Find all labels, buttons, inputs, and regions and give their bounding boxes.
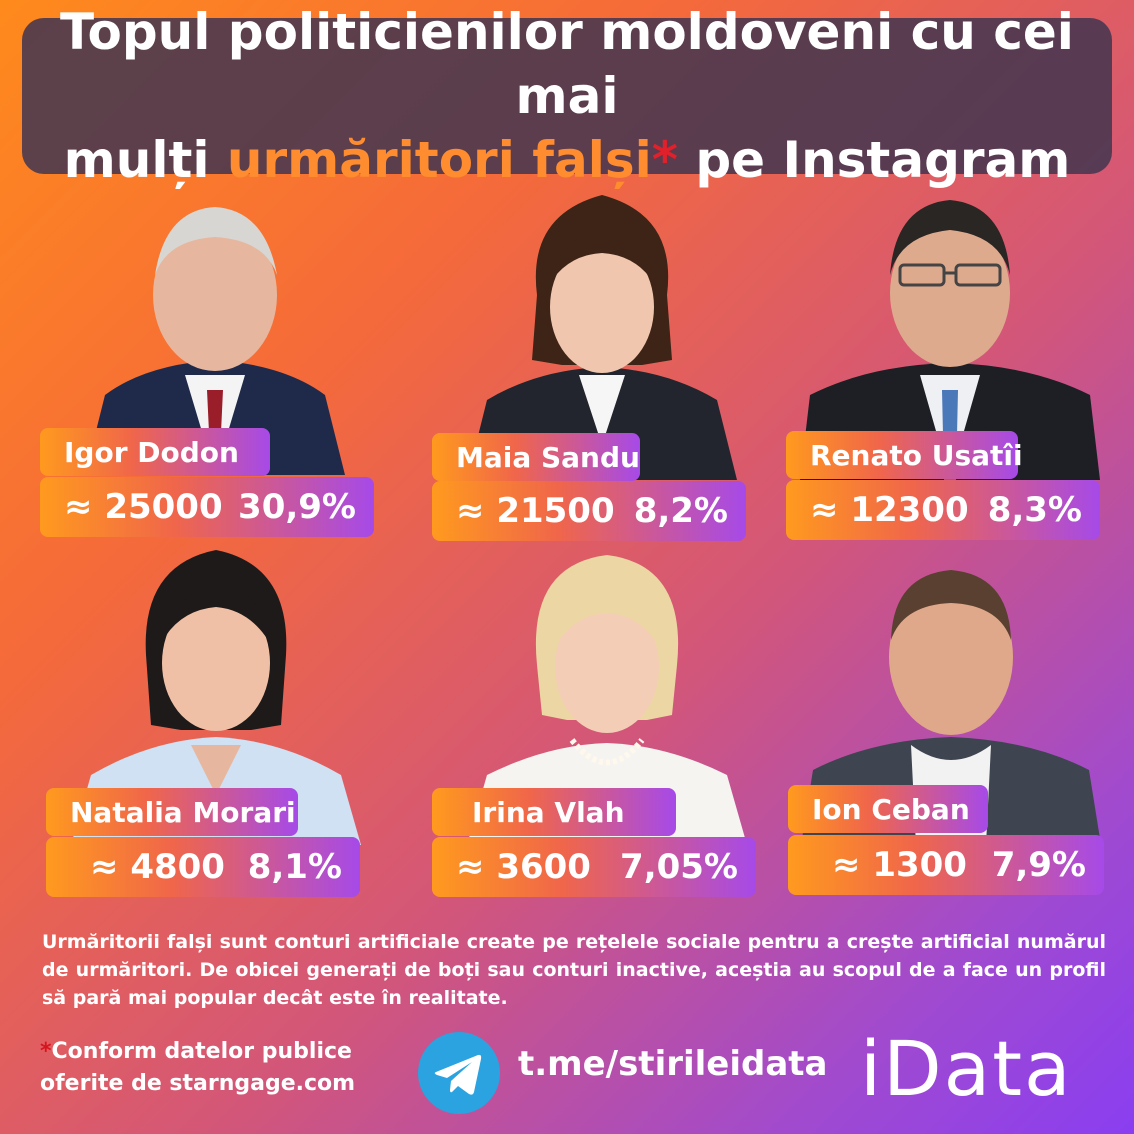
politician-card-ion-ceban: Ion Ceban ≈ 1300 7,9% [788,545,1108,900]
politician-name: Natalia Morari [70,795,296,829]
politician-card-natalia-morari: Natalia Morari ≈ 4800 8,1% [46,545,366,900]
stats-label: ≈ 12300 8,3% [786,480,1100,540]
title-highlight: urmăritori falși [226,131,652,189]
politician-name: Maia Sandu [456,440,640,474]
fake-percent: 7,05% [620,847,738,887]
stats-label: ≈ 1300 7,9% [788,835,1104,895]
followers-count: ≈ 12300 [810,490,969,530]
fake-percent: 7,9% [991,845,1086,885]
name-label: Maia Sandu [432,433,640,481]
followers-count: ≈ 4800 [90,847,225,887]
source-note: *Conform datelor publice oferite de star… [40,1036,400,1100]
politician-card-renato-usatii: Renato Usatîi ≈ 12300 8,3% [786,185,1106,545]
name-label: Irina Vlah [432,788,676,836]
politician-name: Renato Usatîi [810,438,1023,472]
politician-name: Irina Vlah [472,795,625,829]
idata-logo: iData [860,1024,1073,1113]
stats-label: ≈ 21500 8,2% [432,481,746,541]
telegram-icon[interactable] [418,1032,500,1114]
name-label: Renato Usatîi [786,431,1023,479]
name-label: Natalia Morari [46,788,298,836]
source-line-2: oferite de starngage.com [40,1071,356,1096]
fake-percent: 8,2% [633,491,728,531]
politician-name: Igor Dodon [64,435,239,469]
fake-percent: 8,1% [247,847,342,887]
followers-count: ≈ 3600 [456,847,591,887]
followers-count: ≈ 25000 [64,487,223,527]
fake-percent: 8,3% [987,490,1082,530]
title-banner: Topul politicienilor moldoveni cu cei ma… [22,3,1112,189]
telegram-link[interactable]: t.me/stirileidata [518,1044,828,1084]
source-asterisk: * [40,1039,52,1064]
title-line-2: mulți urmăritori falși* pe Instagram [64,128,1071,192]
title-asterisk: * [651,131,678,189]
title-line-2-pre: mulți [63,131,227,189]
title-line-2-post: pe Instagram [677,131,1071,189]
politician-card-maia-sandu: Maia Sandu ≈ 21500 8,2% [432,185,752,545]
title-line-1: Topul politicienilor moldoveni cu cei ma… [60,3,1074,125]
politician-card-irina-vlah: Irina Vlah ≈ 3600 7,05% [432,545,762,900]
politician-card-igor-dodon: Igor Dodon ≈ 25000 30,9% [40,185,374,540]
source-line-1: Conform datelor publice [51,1039,352,1064]
followers-count: ≈ 21500 [456,491,615,531]
politician-name: Ion Ceban [812,792,970,826]
fake-percent: 30,9% [238,487,356,527]
description-text: Urmăritorii falși sunt conturi artificia… [42,931,1106,1009]
followers-count: ≈ 1300 [832,845,967,885]
stats-label: ≈ 3600 7,05% [432,837,756,897]
stats-label: ≈ 25000 30,9% [40,477,374,537]
name-label: Igor Dodon [40,428,270,476]
name-label: Ion Ceban [788,785,988,833]
stats-label: ≈ 4800 8,1% [46,837,360,897]
